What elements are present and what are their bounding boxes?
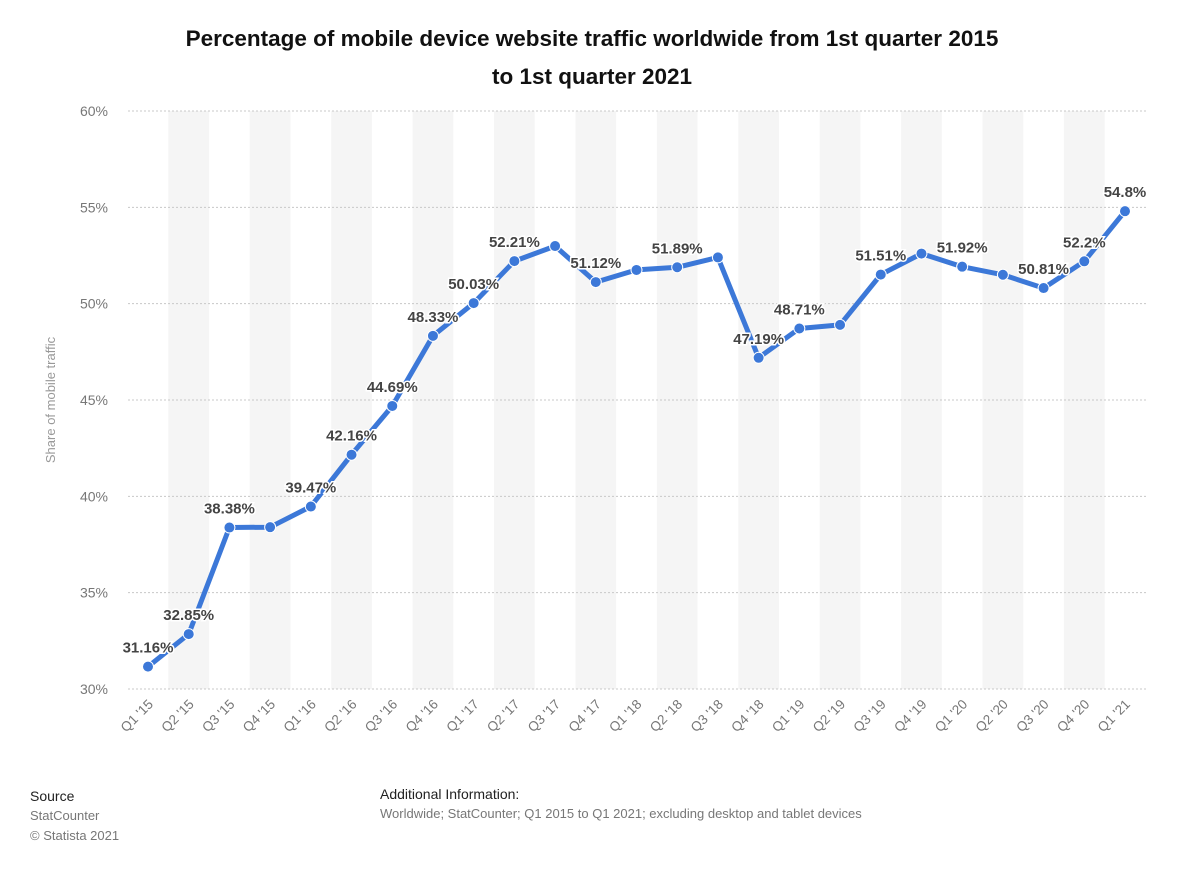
y-tick-label: 55% <box>80 199 108 215</box>
data-label: 52.21% <box>489 234 540 251</box>
data-point[interactable] <box>711 251 724 264</box>
data-point[interactable] <box>996 268 1009 281</box>
source-heading: Source <box>30 788 75 804</box>
copyright: © Statista 2021 <box>30 828 120 843</box>
data-label: 51.51% <box>855 248 906 265</box>
x-tick-label: Q1 '15 <box>118 697 156 735</box>
x-tick-label: Q2 '19 <box>810 697 848 735</box>
x-tick-label: Q1 '20 <box>932 697 970 735</box>
x-tick-label: Q2 '15 <box>158 697 196 735</box>
data-point[interactable] <box>915 247 928 260</box>
y-tick-label: 60% <box>80 103 108 119</box>
data-label: 39.47% <box>285 480 336 497</box>
data-point[interactable] <box>1037 282 1050 295</box>
data-label: 52.2% <box>1063 234 1106 251</box>
source-block: Source StatCounter © Statista 2021 <box>30 786 119 846</box>
data-point[interactable] <box>467 297 480 310</box>
x-tick-label: Q3 '17 <box>525 697 563 735</box>
x-tick-label: Q2 '20 <box>973 697 1011 735</box>
data-label: 48.33% <box>408 309 459 326</box>
data-point[interactable] <box>1119 205 1131 218</box>
x-tick-label: Q3 '16 <box>362 697 400 735</box>
x-tick-label: Q4 '17 <box>565 697 603 735</box>
data-point[interactable] <box>793 322 806 335</box>
x-tick-label: Q3 '20 <box>1013 697 1051 735</box>
x-tick-label: Q1 '19 <box>769 697 807 735</box>
y-tick-label: 50% <box>80 296 108 312</box>
x-tick-label: Q3 '19 <box>850 697 888 735</box>
data-point[interactable] <box>834 318 847 331</box>
chart-title: Percentage of mobile device website traf… <box>0 20 1184 96</box>
x-tick-label: Q4 '19 <box>891 697 929 735</box>
data-label: 44.69% <box>367 379 418 396</box>
data-point[interactable] <box>223 521 236 534</box>
x-tick-label: Q2 '17 <box>484 697 522 735</box>
y-tick-label: 40% <box>80 488 108 504</box>
data-label: 51.12% <box>570 255 621 272</box>
data-label: 50.03% <box>448 276 499 293</box>
y-tick-label: 30% <box>80 681 108 697</box>
series-line <box>145 208 1128 670</box>
data-label: 54.8% <box>1104 184 1147 201</box>
data-point[interactable] <box>264 521 277 534</box>
data-label: 51.92% <box>937 240 988 257</box>
data-point[interactable] <box>589 276 602 289</box>
data-point[interactable] <box>182 628 195 641</box>
data-point[interactable] <box>630 263 643 276</box>
x-tick-label: Q1 '17 <box>443 697 481 735</box>
data-point[interactable] <box>671 261 684 274</box>
data-point[interactable] <box>426 329 439 342</box>
x-tick-label: Q1 '21 <box>1095 697 1133 735</box>
chart-title-line-1: Percentage of mobile device website traf… <box>185 26 999 51</box>
data-label: 32.85% <box>163 607 214 624</box>
data-point[interactable] <box>1078 255 1091 268</box>
x-tick-label: Q1 '18 <box>606 697 644 735</box>
data-label: 31.16% <box>123 640 174 657</box>
data-label: 42.16% <box>326 428 377 445</box>
data-label: 51.89% <box>652 240 703 257</box>
data-point[interactable] <box>142 660 154 673</box>
x-tick-label: Q4 '16 <box>403 697 441 735</box>
data-labels: 31.16% 32.85% 38.38% 39.47% 42.16% 44.69% 48.3… <box>121 183 1148 658</box>
x-tick-label: Q4 '20 <box>1054 697 1092 735</box>
gridlines <box>128 110 1146 690</box>
line-chart: 30% 35% 40% 45% 50% 55% 60% Share of mobile tr… <box>43 103 1148 735</box>
x-axis-ticks: Q1 '15 Q2 '15 Q3 '15 Q4 '15 Q1 '16 Q2 '16 Q3 '… <box>118 697 1133 735</box>
data-point[interactable] <box>386 399 399 412</box>
data-point[interactable] <box>345 448 358 461</box>
additional-info-heading: Additional Information: <box>380 786 520 802</box>
chart-title-line-2: to 1st quarter 2021 <box>491 64 693 89</box>
x-tick-label: Q1 '16 <box>281 697 319 735</box>
data-label: 47.19% <box>733 331 784 348</box>
x-tick-label: Q4 '18 <box>728 697 766 735</box>
y-axis-label: Share of mobile traffic <box>43 336 58 463</box>
data-point[interactable] <box>508 255 521 268</box>
y-tick-label: 45% <box>80 392 108 408</box>
data-point[interactable] <box>549 240 562 253</box>
x-tick-label: Q3 '18 <box>688 697 726 735</box>
data-points <box>142 205 1131 673</box>
x-tick-label: Q4 '15 <box>240 697 278 735</box>
x-tick-label: Q2 '18 <box>647 697 685 735</box>
source-name[interactable]: StatCounter <box>30 808 100 823</box>
x-tick-label: Q3 '15 <box>199 697 237 735</box>
data-label: 50.81% <box>1018 261 1069 278</box>
additional-info-text: Worldwide; StatCounter; Q1 2015 to Q1 20… <box>380 806 862 821</box>
data-point[interactable] <box>874 268 887 281</box>
data-point[interactable] <box>752 351 765 364</box>
y-tick-label: 35% <box>80 585 108 601</box>
additional-info-block: Additional Information: Worldwide; StatC… <box>380 784 862 824</box>
data-point[interactable] <box>956 260 969 273</box>
data-label: 48.71% <box>774 302 825 319</box>
y-axis-ticks: 30% 35% 40% 45% 50% 55% 60% <box>80 103 108 697</box>
data-point[interactable] <box>304 500 317 513</box>
x-tick-label: Q2 '16 <box>321 697 359 735</box>
data-label: 38.38% <box>204 501 255 518</box>
